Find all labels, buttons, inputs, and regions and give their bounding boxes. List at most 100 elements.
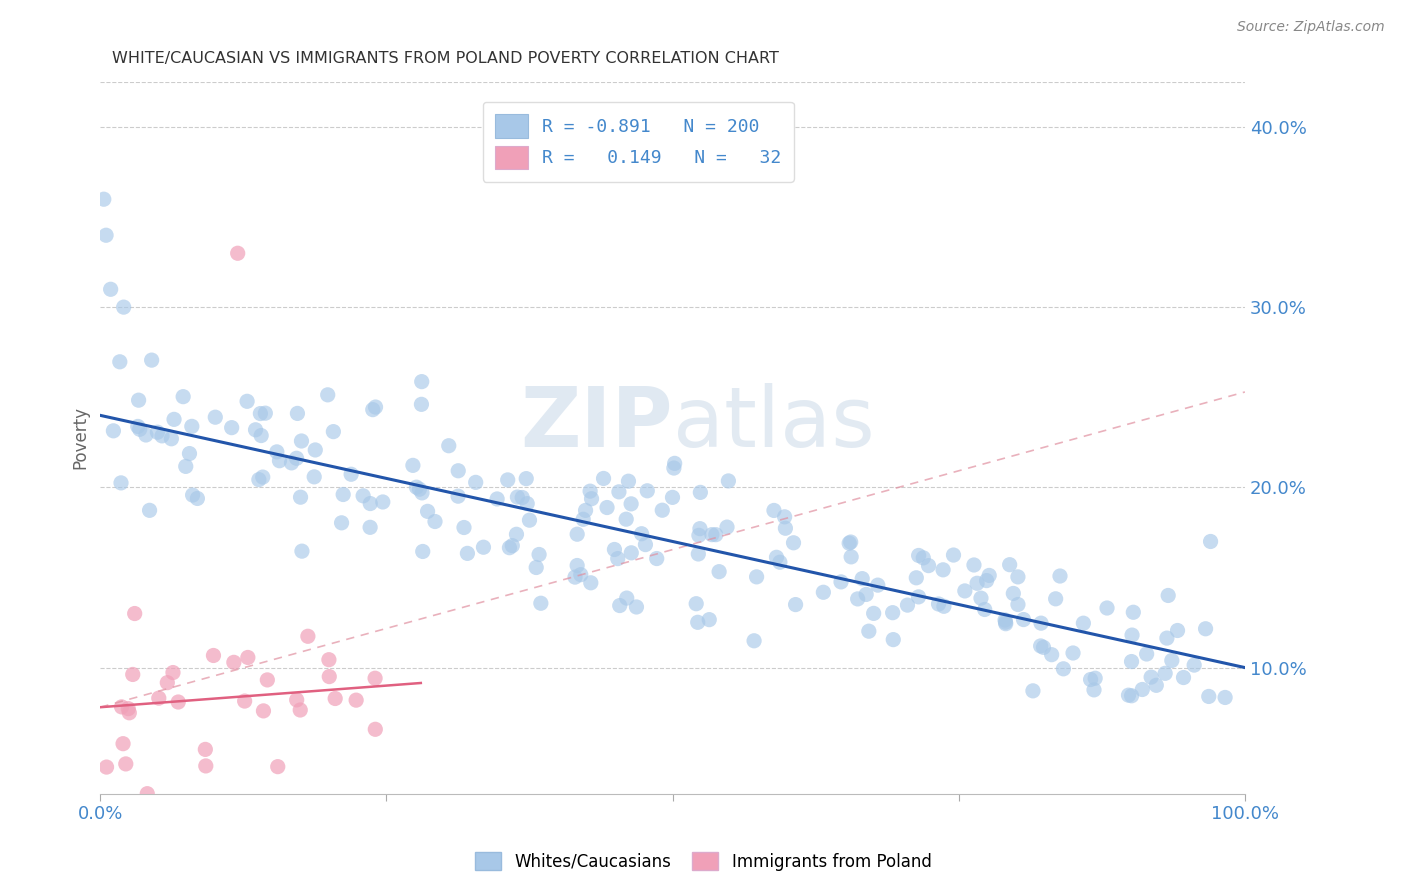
Whites/Caucasians bbox=[686, 615, 709, 630]
Whites/Caucasians bbox=[572, 512, 595, 526]
Whites/Caucasians bbox=[607, 484, 630, 499]
Whites/Caucasians bbox=[1080, 673, 1102, 687]
Whites/Caucasians bbox=[322, 425, 344, 439]
Immigrants from Poland bbox=[267, 759, 290, 773]
Whites/Caucasians bbox=[172, 390, 194, 404]
Whites/Caucasians bbox=[620, 497, 643, 511]
Whites/Caucasians bbox=[932, 563, 955, 577]
Whites/Caucasians bbox=[882, 632, 904, 647]
Whites/Caucasians bbox=[994, 613, 1017, 627]
Immigrants from Poland bbox=[110, 699, 132, 714]
Immigrants from Poland bbox=[194, 759, 217, 773]
Whites/Caucasians bbox=[1040, 648, 1063, 662]
Whites/Caucasians bbox=[128, 393, 150, 408]
Whites/Caucasians bbox=[688, 547, 710, 561]
Whites/Caucasians bbox=[269, 454, 291, 468]
Whites/Caucasians bbox=[994, 616, 1017, 631]
Whites/Caucasians bbox=[1029, 616, 1052, 631]
Whites/Caucasians bbox=[1121, 628, 1143, 642]
Immigrants from Poland bbox=[318, 653, 340, 667]
Whites/Caucasians bbox=[180, 419, 202, 434]
Whites/Caucasians bbox=[236, 394, 259, 409]
Whites/Caucasians bbox=[250, 428, 273, 442]
Whites/Caucasians bbox=[765, 550, 787, 565]
Whites/Caucasians bbox=[412, 544, 434, 558]
Whites/Caucasians bbox=[704, 527, 727, 541]
Whites/Caucasians bbox=[359, 497, 381, 511]
Whites/Caucasians bbox=[304, 442, 326, 457]
Whites/Caucasians bbox=[907, 549, 929, 563]
Whites/Caucasians bbox=[290, 490, 312, 504]
Whites/Caucasians bbox=[1157, 589, 1180, 603]
Whites/Caucasians bbox=[330, 516, 353, 530]
Whites/Caucasians bbox=[290, 434, 312, 448]
Whites/Caucasians bbox=[645, 551, 668, 566]
Immigrants from Poland bbox=[112, 737, 135, 751]
Immigrants from Poland bbox=[194, 742, 217, 756]
Whites/Caucasians bbox=[254, 406, 277, 420]
Immigrants from Poland bbox=[364, 671, 387, 685]
Whites/Caucasians bbox=[651, 503, 673, 517]
Whites/Caucasians bbox=[498, 541, 520, 555]
Whites/Caucasians bbox=[838, 536, 860, 550]
Whites/Caucasians bbox=[932, 599, 955, 614]
Whites/Caucasians bbox=[963, 558, 986, 572]
Whites/Caucasians bbox=[110, 475, 132, 490]
Whites/Caucasians bbox=[1198, 690, 1220, 704]
Whites/Caucasians bbox=[717, 474, 740, 488]
Whites/Caucasians bbox=[707, 565, 730, 579]
Immigrants from Poland bbox=[226, 246, 249, 260]
Whites/Caucasians bbox=[1045, 591, 1067, 606]
Whites/Caucasians bbox=[249, 407, 271, 421]
Whites/Caucasians bbox=[150, 429, 173, 443]
Whites/Caucasians bbox=[1029, 639, 1052, 653]
Whites/Caucasians bbox=[245, 423, 267, 437]
Whites/Caucasians bbox=[966, 576, 988, 591]
Whites/Caucasians bbox=[1032, 640, 1054, 655]
Whites/Caucasians bbox=[896, 598, 918, 612]
Whites/Caucasians bbox=[456, 546, 478, 560]
Whites/Caucasians bbox=[745, 570, 768, 584]
Whites/Caucasians bbox=[662, 461, 685, 475]
Whites/Caucasians bbox=[697, 613, 720, 627]
Whites/Caucasians bbox=[912, 550, 935, 565]
Whites/Caucasians bbox=[700, 527, 723, 541]
Whites/Caucasians bbox=[617, 474, 640, 488]
Whites/Caucasians bbox=[524, 560, 547, 574]
Whites/Caucasians bbox=[128, 422, 150, 436]
Whites/Caucasians bbox=[634, 538, 657, 552]
Whites/Caucasians bbox=[661, 491, 683, 505]
Whites/Caucasians bbox=[716, 520, 738, 534]
Whites/Caucasians bbox=[603, 542, 626, 557]
Whites/Caucasians bbox=[1130, 682, 1153, 697]
Whites/Caucasians bbox=[93, 192, 115, 206]
Whites/Caucasians bbox=[506, 490, 529, 504]
Immigrants from Poland bbox=[236, 650, 259, 665]
Immigrants from Poland bbox=[256, 673, 278, 687]
Whites/Caucasians bbox=[596, 500, 619, 515]
Immigrants from Poland bbox=[344, 693, 367, 707]
Whites/Caucasians bbox=[664, 456, 686, 470]
Whites/Caucasians bbox=[423, 515, 446, 529]
Text: WHITE/CAUCASIAN VS IMMIGRANTS FROM POLAND POVERTY CORRELATION CHART: WHITE/CAUCASIAN VS IMMIGRANTS FROM POLAN… bbox=[112, 51, 779, 66]
Whites/Caucasians bbox=[846, 591, 869, 606]
Whites/Caucasians bbox=[221, 420, 243, 434]
Whites/Caucasians bbox=[928, 597, 950, 611]
Whites/Caucasians bbox=[266, 445, 288, 459]
Text: atlas: atlas bbox=[672, 384, 875, 464]
Whites/Caucasians bbox=[775, 521, 797, 535]
Whites/Caucasians bbox=[408, 482, 430, 496]
Whites/Caucasians bbox=[1073, 616, 1095, 631]
Immigrants from Poland bbox=[167, 695, 190, 709]
Whites/Caucasians bbox=[510, 491, 533, 505]
Immigrants from Poland bbox=[233, 694, 256, 708]
Whites/Caucasians bbox=[112, 300, 135, 314]
Whites/Caucasians bbox=[1121, 655, 1143, 669]
Whites/Caucasians bbox=[862, 607, 884, 621]
Whites/Caucasians bbox=[411, 397, 433, 411]
Whites/Caucasians bbox=[1154, 666, 1177, 681]
Whites/Caucasians bbox=[592, 471, 614, 485]
Whites/Caucasians bbox=[352, 489, 374, 503]
Whites/Caucasians bbox=[1156, 631, 1178, 645]
Whites/Caucasians bbox=[135, 428, 157, 442]
